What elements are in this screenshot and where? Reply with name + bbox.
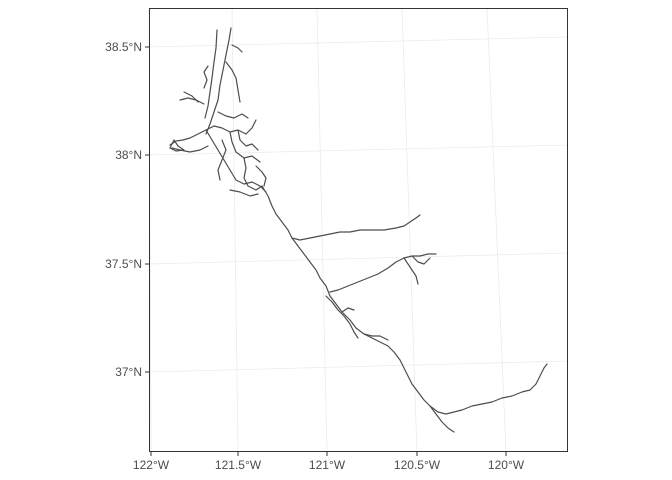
grid-line-lat-38-5 [148,36,569,48]
delta-channel-9 [255,165,267,187]
x-tick-label: 120°W [488,458,525,472]
delta-channel-8 [235,179,267,193]
delta-channel-10 [229,189,259,197]
slough-2 [341,307,355,313]
grid-line-lat-37 [148,360,569,373]
river-east-branch-south [461,363,548,411]
delta-channel-6 [237,129,259,151]
x-tick-label: 121.5°W [215,458,262,472]
x-tick-label: 121°W [309,458,346,472]
river-south-spur [429,405,455,433]
river-bay-loop [169,139,185,152]
river-north-branch-d [203,65,209,89]
delta-channel-3 [217,111,249,119]
grid-line-lat-38 [148,144,569,156]
river-north-branch-a [204,29,218,119]
river-middle-spur-b [411,255,431,265]
x-tick-label: 122°W [133,458,170,472]
slough-3 [363,333,389,341]
grid-line-lat-37-5 [148,252,569,265]
graticule [148,7,569,453]
river-north-branch-b [231,44,243,53]
river-bay-outlet-b [171,145,209,153]
x-axis: 122°W 121.5°W 121°W 120.5°W 120°W [133,452,525,472]
river-bay-outlet [169,125,215,146]
river-sacramento-north [205,27,232,135]
river-west-slough [179,97,205,105]
y-tick-label: 37.5°N [105,257,142,271]
river-west-slough-b [183,91,199,103]
y-tick-label: 37°N [115,365,142,379]
y-axis: 38.5°N 38°N 37.5°N 37°N [105,40,149,379]
grid-line-lon-120 [486,7,507,453]
grid-line-lon-120-5 [401,7,418,453]
delta-channel-4 [229,131,261,163]
delta-channel-11 [245,119,257,135]
river-east-branch-upper [291,214,421,241]
river-middle-spur [403,257,419,285]
panel-border [149,8,568,452]
delta-channel-1 [205,129,237,181]
river-east-branch-middle [329,253,437,293]
grid-line-lon-121-5 [231,7,239,453]
river-network [169,27,548,433]
y-tick-label: 38.5°N [105,40,142,54]
delta-channel-7 [243,157,263,191]
y-tick-label: 38°N [115,148,142,162]
river-san-joaquin [261,185,463,415]
river-north-branch-c [225,61,241,103]
x-tick-label: 120.5°W [394,458,441,472]
delta-channel-5 [217,139,227,181]
grid-line-lon-121 [316,7,328,453]
slough-1 [325,295,359,339]
